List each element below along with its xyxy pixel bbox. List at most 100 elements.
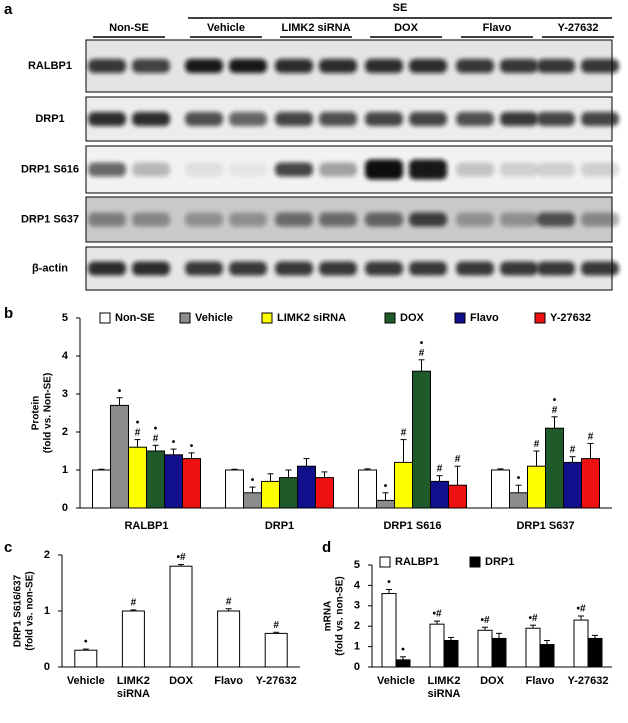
legend-swatch	[384, 312, 396, 324]
legend-swatch	[379, 556, 391, 568]
bar	[491, 469, 510, 509]
significance-mark: •#	[176, 552, 186, 563]
bar	[128, 446, 147, 509]
x-tick-label: DRP1	[265, 520, 294, 532]
blot-band	[275, 59, 313, 73]
blot-band	[275, 162, 313, 177]
blot-band	[500, 261, 538, 276]
bar	[430, 480, 449, 509]
blot-band	[365, 261, 403, 276]
blot-band	[537, 212, 575, 227]
blot-band	[132, 162, 170, 177]
significance-mark: •	[517, 473, 521, 484]
legend-label: Y-27632	[550, 312, 591, 324]
blot-band	[409, 212, 447, 227]
y-axis-label: (fold vs. non-SE)	[335, 576, 346, 655]
y-axis-label: Protein	[31, 396, 42, 430]
x-tick-label: Y-27632	[256, 675, 297, 687]
blot-band	[319, 162, 357, 177]
row-label: β-actin	[32, 262, 68, 274]
group-label: Non-SE	[109, 22, 149, 34]
blot-band	[365, 159, 403, 180]
legend-swatch	[469, 556, 481, 568]
blot-band	[229, 261, 267, 276]
blot-band	[365, 212, 403, 227]
blot-band	[500, 212, 538, 227]
group-label: DOX	[394, 22, 419, 34]
row-label: DRP1 S637	[21, 213, 79, 225]
y-tick-label: 4	[354, 579, 361, 591]
blot-band	[88, 59, 126, 73]
y-tick-label: 0	[354, 661, 360, 673]
significance-mark: •#	[432, 609, 442, 620]
y-tick-label: 2	[354, 620, 360, 632]
y-tick-label: 3	[62, 388, 68, 400]
legend-swatch	[534, 312, 546, 324]
blot-band	[132, 59, 170, 73]
bar	[525, 627, 541, 668]
y-tick-label: 0	[62, 502, 68, 514]
blot-band	[409, 159, 447, 180]
bar	[394, 461, 413, 509]
bar	[169, 565, 193, 668]
bar	[412, 370, 431, 509]
legend-label: Non-SE	[115, 312, 155, 324]
blot-band	[229, 112, 267, 126]
blot-band	[537, 162, 575, 177]
legend-label: DRP1	[485, 556, 514, 568]
significance-mark: #	[401, 427, 407, 438]
bar	[279, 477, 298, 509]
significance-mark: •	[84, 637, 88, 648]
y-axis-label: (fold vs. non-SE)	[25, 571, 36, 650]
legend-label: RALBP1	[395, 556, 439, 568]
legend-swatch	[454, 312, 466, 324]
significance-mark: •#	[528, 613, 538, 624]
bar	[315, 477, 334, 509]
y-tick-label: 2	[62, 426, 68, 438]
legend-label: LIMK2 siRNA	[277, 312, 346, 324]
bar	[264, 632, 288, 668]
significance-mark: •	[190, 441, 194, 452]
bar	[491, 637, 507, 668]
y-tick-label: 5	[354, 559, 360, 571]
bar	[395, 659, 411, 668]
blot-band	[537, 59, 575, 73]
blot-band	[229, 59, 267, 73]
bar	[539, 644, 555, 668]
blot-band	[500, 112, 538, 126]
x-tick-label: Flavo	[526, 675, 555, 687]
y-tick-label: 5	[62, 312, 68, 324]
significance-mark: #	[226, 596, 232, 607]
row-label: DRP1	[35, 113, 64, 125]
blot-band	[537, 261, 575, 276]
significance-mark: •#	[552, 394, 558, 415]
significance-mark: •#	[135, 417, 141, 438]
blot-band	[88, 112, 126, 126]
x-tick-label: DRP1 S616	[383, 520, 441, 532]
panel-letter: b	[4, 305, 13, 322]
significance-mark: •	[172, 437, 176, 448]
y-tick-label: 0	[44, 661, 50, 673]
se-header: SE	[393, 2, 408, 14]
x-tick-label: Y-27632	[568, 675, 609, 687]
significance-mark: #	[534, 439, 540, 450]
blot-band	[319, 212, 357, 227]
significance-mark: #	[455, 454, 461, 465]
blot-band	[581, 212, 619, 227]
blot-band	[185, 112, 223, 126]
group-label: Flavo	[483, 22, 512, 34]
blot-band	[409, 261, 447, 276]
bar	[477, 629, 493, 668]
bar	[92, 469, 111, 509]
significance-mark: •	[384, 480, 388, 491]
blot-band	[365, 59, 403, 73]
blot-band	[275, 112, 313, 126]
blot-band	[581, 112, 619, 126]
bar	[573, 619, 589, 668]
blot-band	[185, 59, 223, 73]
blot-band	[319, 261, 357, 276]
blot-band	[581, 59, 619, 73]
bar	[121, 610, 145, 668]
x-tick-label: Vehicle	[377, 675, 415, 687]
blot-band	[537, 112, 575, 126]
